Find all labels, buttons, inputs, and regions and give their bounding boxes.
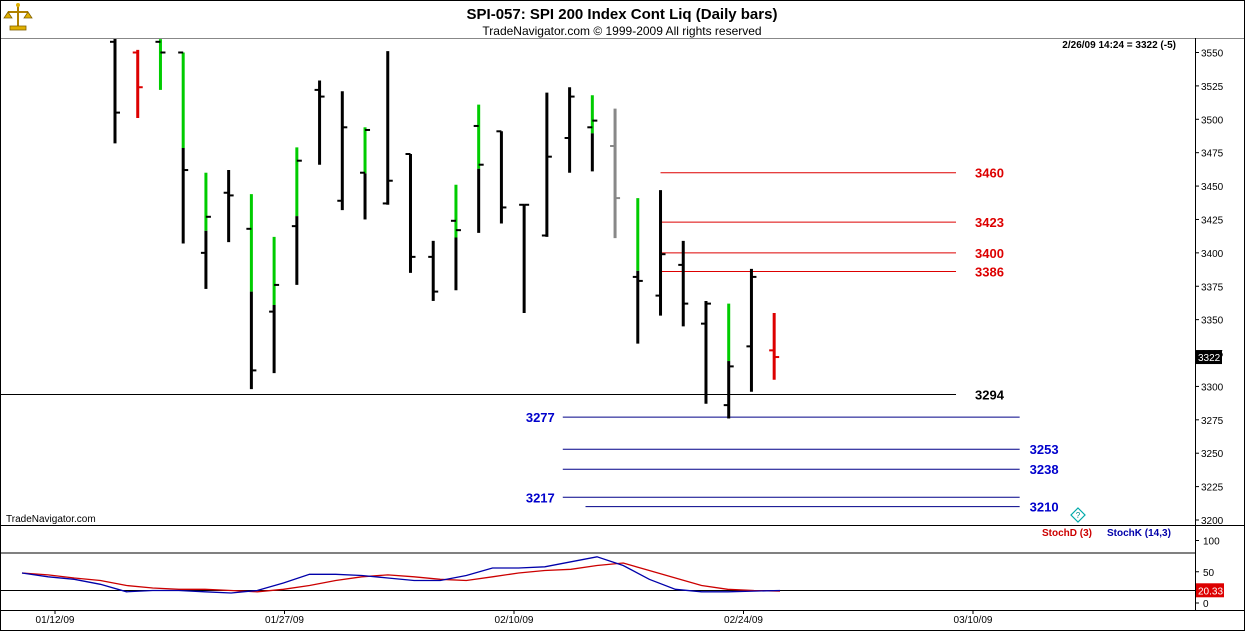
level-label-3294: 3294 bbox=[975, 387, 1005, 402]
ohlc-bar-20 bbox=[564, 87, 575, 173]
chart-subtitle: TradeNavigator.com © 1999-2009 All right… bbox=[482, 24, 761, 38]
price-tick-label: 3350 bbox=[1201, 316, 1224, 327]
ohlc-bar-2 bbox=[155, 39, 166, 90]
ohlc-bar-19 bbox=[541, 92, 552, 237]
price-tick-label: 3300 bbox=[1201, 382, 1224, 393]
last-price-marker: 3322 bbox=[1196, 350, 1222, 365]
ohlc-bar-13 bbox=[405, 153, 416, 273]
stoch-lines bbox=[21, 556, 781, 594]
price-tick-label: 3475 bbox=[1201, 149, 1224, 160]
stoch-axis: 100 50 0 20.33 bbox=[1, 537, 1224, 610]
price-tick-label: 3450 bbox=[1201, 182, 1224, 193]
ohlc-bar-14 bbox=[428, 240, 439, 301]
price-tick-label: 3250 bbox=[1201, 449, 1224, 460]
level-label-3217: 3217 bbox=[526, 490, 555, 505]
chart-title: SPI-057: SPI 200 Index Cont Liq (Daily b… bbox=[467, 6, 778, 23]
last-price-box bbox=[1196, 350, 1222, 365]
level-label-3210: 3210 bbox=[1030, 500, 1059, 515]
ohlc-bar-29 bbox=[769, 312, 780, 380]
ohlc-bar-0 bbox=[110, 39, 120, 144]
time-tick-label: 03/10/09 bbox=[954, 615, 993, 626]
stoch-series-0 bbox=[21, 562, 781, 593]
price-tick-label: 3200 bbox=[1201, 516, 1224, 527]
ohlc-bar-23 bbox=[632, 198, 643, 344]
ohlc-bar-24 bbox=[655, 190, 666, 316]
price-tick-label: 3400 bbox=[1201, 249, 1224, 260]
ohlc-bar-5 bbox=[223, 170, 234, 243]
price-tick-label: 3225 bbox=[1201, 483, 1224, 494]
ohlc-bar-10 bbox=[337, 91, 348, 211]
level-label-3253: 3253 bbox=[1030, 442, 1059, 457]
scales-logo-icon bbox=[3, 3, 33, 31]
stoch-tick-label: 100 bbox=[1203, 537, 1220, 548]
ohlc-bar-26 bbox=[700, 300, 711, 404]
ohlc-bar-4 bbox=[200, 172, 211, 289]
price-tick-label: 3500 bbox=[1201, 115, 1224, 126]
level-label-3277: 3277 bbox=[526, 410, 555, 425]
ohlc-bar-15 bbox=[450, 184, 461, 291]
last-price-label: 3322 bbox=[1198, 353, 1221, 364]
time-tick-label: 01/27/09 bbox=[265, 615, 304, 626]
svg-text:?: ? bbox=[1076, 511, 1081, 520]
price-axis: 3550352535003475345034253400337533503325… bbox=[1195, 49, 1224, 527]
level-label-3238: 3238 bbox=[1030, 462, 1059, 477]
stoch-last-label: 20.33 bbox=[1198, 586, 1223, 597]
ohlc-bar-11 bbox=[360, 127, 371, 220]
price-tick-label: 3550 bbox=[1201, 49, 1224, 60]
ohlc-bars bbox=[110, 39, 780, 419]
time-tick-label: 01/12/09 bbox=[36, 615, 75, 626]
ohlc-bar-7 bbox=[269, 236, 280, 374]
price-tick-label: 3425 bbox=[1201, 215, 1224, 226]
ohlc-bar-6 bbox=[246, 194, 257, 390]
level-label-3400: 3400 bbox=[975, 246, 1004, 261]
ohlc-bar-28 bbox=[746, 268, 757, 392]
time-tick-label: 02/24/09 bbox=[724, 615, 763, 626]
ohlc-bar-25 bbox=[678, 240, 689, 327]
level-label-3460: 3460 bbox=[975, 166, 1004, 181]
level-label-3423: 3423 bbox=[975, 215, 1004, 230]
ohlc-bar-22 bbox=[610, 108, 621, 239]
ohlc-bar-3 bbox=[178, 51, 189, 244]
price-tick-label: 3375 bbox=[1201, 282, 1224, 293]
watermark: TradeNavigator.com bbox=[6, 514, 96, 525]
price-tick-label: 3525 bbox=[1201, 82, 1224, 93]
ohlc-bar-17 bbox=[496, 130, 507, 224]
ohlc-bar-18 bbox=[519, 203, 530, 313]
ohlc-bar-27 bbox=[723, 303, 734, 419]
ohlc-bar-1 bbox=[132, 49, 143, 118]
diamond-question-icon[interactable]: ? bbox=[1070, 507, 1086, 523]
quote-readout: 2/26/09 14:24 = 3322 (-5) bbox=[1062, 40, 1176, 51]
legend-stoch-k: StochK (14,3) bbox=[1107, 528, 1171, 539]
stoch-tick-label: 0 bbox=[1203, 599, 1209, 610]
ohlc-bar-16 bbox=[473, 104, 484, 233]
stoch-last-box bbox=[1196, 583, 1224, 598]
ohlc-bar-9 bbox=[314, 80, 325, 165]
ohlc-bar-8 bbox=[291, 147, 302, 285]
ohlc-bar-21 bbox=[587, 95, 598, 172]
ohlc-bar-12 bbox=[382, 51, 393, 205]
time-tick-label: 02/10/09 bbox=[495, 615, 534, 626]
stoch-tick-label: 50 bbox=[1203, 568, 1215, 579]
time-axis: 01/12/09 01/27/09 02/10/09 02/24/09 03/10/09 bbox=[36, 610, 993, 626]
price-levels: 3460 3423 3400 3386 3294 3277 3253 3238 3217 3210 bbox=[1, 166, 1059, 515]
stoch-series-1 bbox=[21, 556, 781, 594]
level-label-3386: 3386 bbox=[975, 265, 1004, 280]
price-tick-label: 3275 bbox=[1201, 416, 1224, 427]
legend-stoch-d: StochD (3) bbox=[1042, 528, 1092, 539]
